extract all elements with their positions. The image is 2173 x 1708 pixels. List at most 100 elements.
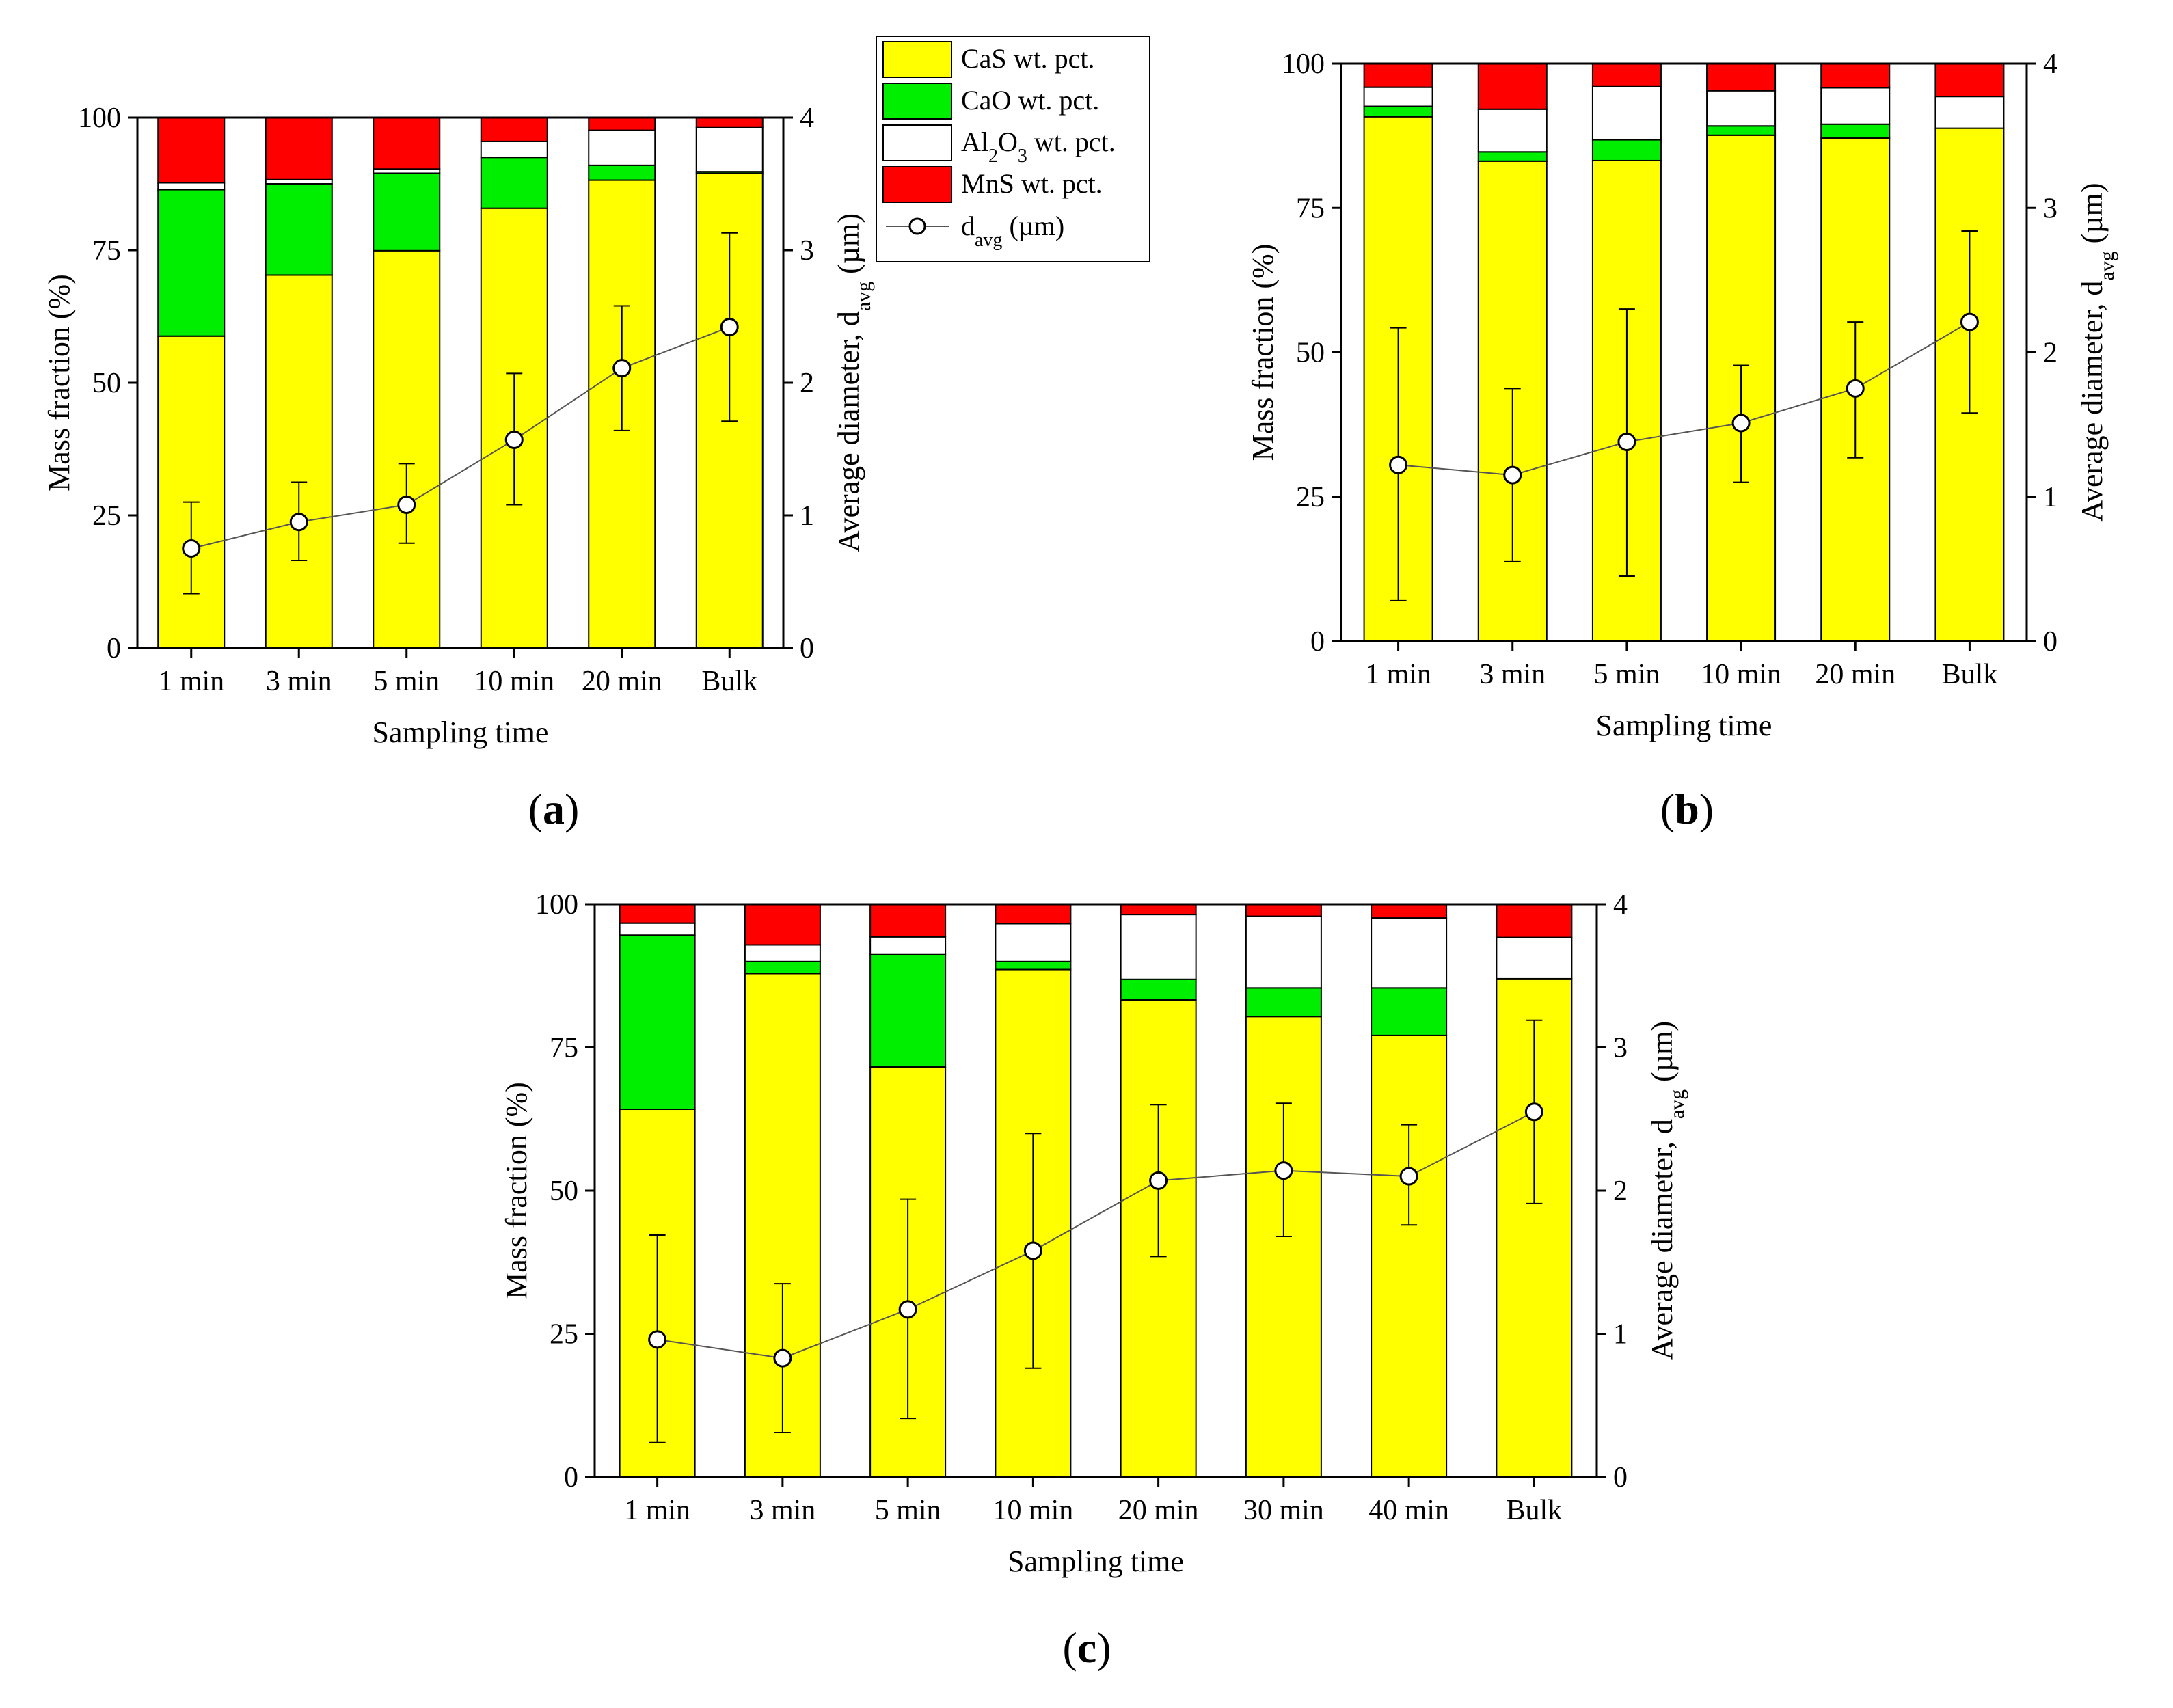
bar-segment-al2o3 — [1363, 86, 1433, 107]
bar-segment-al2o3 — [1120, 914, 1197, 980]
x-axis-title: Sampling time — [1596, 709, 1772, 742]
panel-label: (a) — [528, 785, 580, 833]
bar-segment-mns — [619, 904, 696, 924]
legend-item-cao: CaO wt. pct. — [882, 83, 1099, 120]
bar-segment-cas — [157, 335, 226, 649]
bar-segment-mns — [480, 117, 548, 142]
bar-segment-al2o3 — [588, 129, 656, 166]
y2-tick-label: 4 — [800, 103, 814, 134]
bar-segment-cao — [265, 183, 333, 276]
bar-segment-cao — [1477, 151, 1548, 162]
bar-segment-al2o3 — [1820, 87, 1891, 125]
davg-line — [191, 326, 730, 550]
y2-tick-label: 1 — [800, 500, 814, 532]
legend-label: Al2O3 wt. pct. — [961, 126, 1116, 167]
legend-label: CaS wt. pct. — [961, 43, 1095, 74]
bar-segment-mns — [1496, 904, 1573, 938]
legend-item-mns: MnS wt. pct. — [882, 166, 1103, 203]
legend-swatch — [882, 41, 952, 78]
davg-point — [1389, 455, 1408, 474]
panel-label: (c) — [1062, 1623, 1111, 1672]
y2-tick-label: 3 — [1613, 1033, 1628, 1064]
y2-tick-label: 3 — [2043, 193, 2057, 224]
x-tick-label: 20 min — [1118, 1495, 1199, 1526]
chart-panel-a: 0 25 50 75 100 0 1 2 3 4 1 min 3 min 5 min 10 min 20 m… — [42, 103, 875, 833]
bar-segment-cas — [265, 274, 333, 649]
davg-point — [504, 430, 524, 449]
bar-segment-mns — [869, 904, 947, 938]
y-tick-label: 75 — [550, 1033, 578, 1064]
bar-segment-cas — [1706, 134, 1777, 642]
legend-swatch — [882, 124, 952, 161]
y-tick-label: 100 — [78, 103, 121, 134]
x-tick-label: Bulk — [1942, 659, 1998, 690]
bar-segment-al2o3 — [480, 140, 548, 159]
x-tick-label: 40 min — [1368, 1495, 1449, 1526]
bar-segment-mns — [1591, 63, 1662, 87]
bar-segment-cao — [1245, 987, 1322, 1018]
davg-point — [898, 1300, 917, 1319]
x-tick-label: 10 min — [474, 666, 554, 697]
x-tick-label: 1 min — [1365, 659, 1431, 690]
bar-segment-cao — [1371, 987, 1448, 1036]
y2-tick-label: 2 — [1613, 1176, 1628, 1207]
davg-point — [1023, 1241, 1042, 1260]
x-tick-label: 3 min — [1479, 659, 1546, 690]
bar-segment-mns — [1706, 63, 1777, 92]
bar-segment-mns — [695, 117, 764, 128]
x-tick-label: 30 min — [1243, 1495, 1324, 1526]
y2-tick-label: 4 — [1613, 889, 1628, 921]
bar-segment-mns — [373, 117, 441, 170]
davg-point — [1617, 432, 1636, 451]
davg-line — [657, 1111, 1535, 1359]
bar-segment-al2o3 — [1496, 936, 1573, 979]
x-tick-label: 5 min — [1593, 659, 1660, 690]
davg-point — [612, 359, 632, 378]
x-tick-label: 5 min — [875, 1495, 941, 1526]
x-tick-label: 10 min — [993, 1495, 1073, 1526]
davg-point — [182, 539, 201, 558]
y-tick-label: 50 — [1296, 338, 1325, 369]
bar-segment-cao — [995, 960, 1072, 971]
davg-point — [1524, 1102, 1543, 1122]
bar-segment-cao — [588, 164, 656, 181]
bar-segment-cas — [1245, 1016, 1322, 1478]
x-tick-label: 3 min — [266, 666, 332, 697]
bar-segment-cao — [1591, 139, 1662, 161]
bar-segment-cao — [869, 953, 947, 1068]
bar-segment-cao — [480, 157, 548, 209]
bar-segment-al2o3 — [744, 944, 821, 962]
bar-segment-mns — [1477, 63, 1548, 110]
bar-segment-mns — [744, 904, 821, 946]
bar-segment-cao — [373, 172, 441, 252]
davg-point — [397, 495, 416, 514]
davg-point — [1274, 1161, 1293, 1180]
legend-item-cas: CaS wt. pct. — [882, 41, 1095, 78]
legend-item-davg: davg (µm) — [886, 211, 1064, 251]
bar-segment-al2o3 — [1706, 90, 1777, 127]
legend: CaS wt. pct. CaO wt. pct. Al2O3 wt. pct.Mn… — [876, 36, 1150, 262]
x-tick-label: 20 min — [582, 666, 662, 697]
y2-tick-label: 2 — [2043, 338, 2057, 369]
y2-tick-label: 0 — [800, 633, 814, 664]
legend-item-al2o3: Al2O3 wt. pct. — [882, 124, 1116, 167]
legend-label: MnS wt. pct. — [961, 168, 1103, 199]
y2-tick-label: 1 — [2043, 482, 2057, 513]
bar-segment-mns — [1245, 904, 1322, 917]
davg-series — [182, 232, 739, 595]
bar-segment-cao — [744, 960, 821, 975]
bar-segment-cao — [619, 934, 696, 1111]
y2-tick-label: 0 — [1613, 1462, 1628, 1493]
chart-panel-c: 0 25 50 75 100 0 1 2 3 4 1 min 3 min 5 min 10 min 20 m… — [500, 889, 1688, 1672]
legend-label: CaO wt. pct. — [961, 85, 1099, 116]
davg-line — [1398, 321, 1970, 476]
bar-segment-cas — [373, 249, 441, 649]
y2-tick-label: 3 — [800, 235, 814, 267]
davg-point — [1960, 312, 1979, 331]
bar-segment-cas — [1371, 1034, 1448, 1478]
y-tick-label: 0 — [564, 1462, 578, 1493]
davg-point — [1846, 379, 1865, 398]
y-axis-title: Mass fraction (%) — [42, 274, 76, 491]
legend-marker — [908, 217, 926, 235]
